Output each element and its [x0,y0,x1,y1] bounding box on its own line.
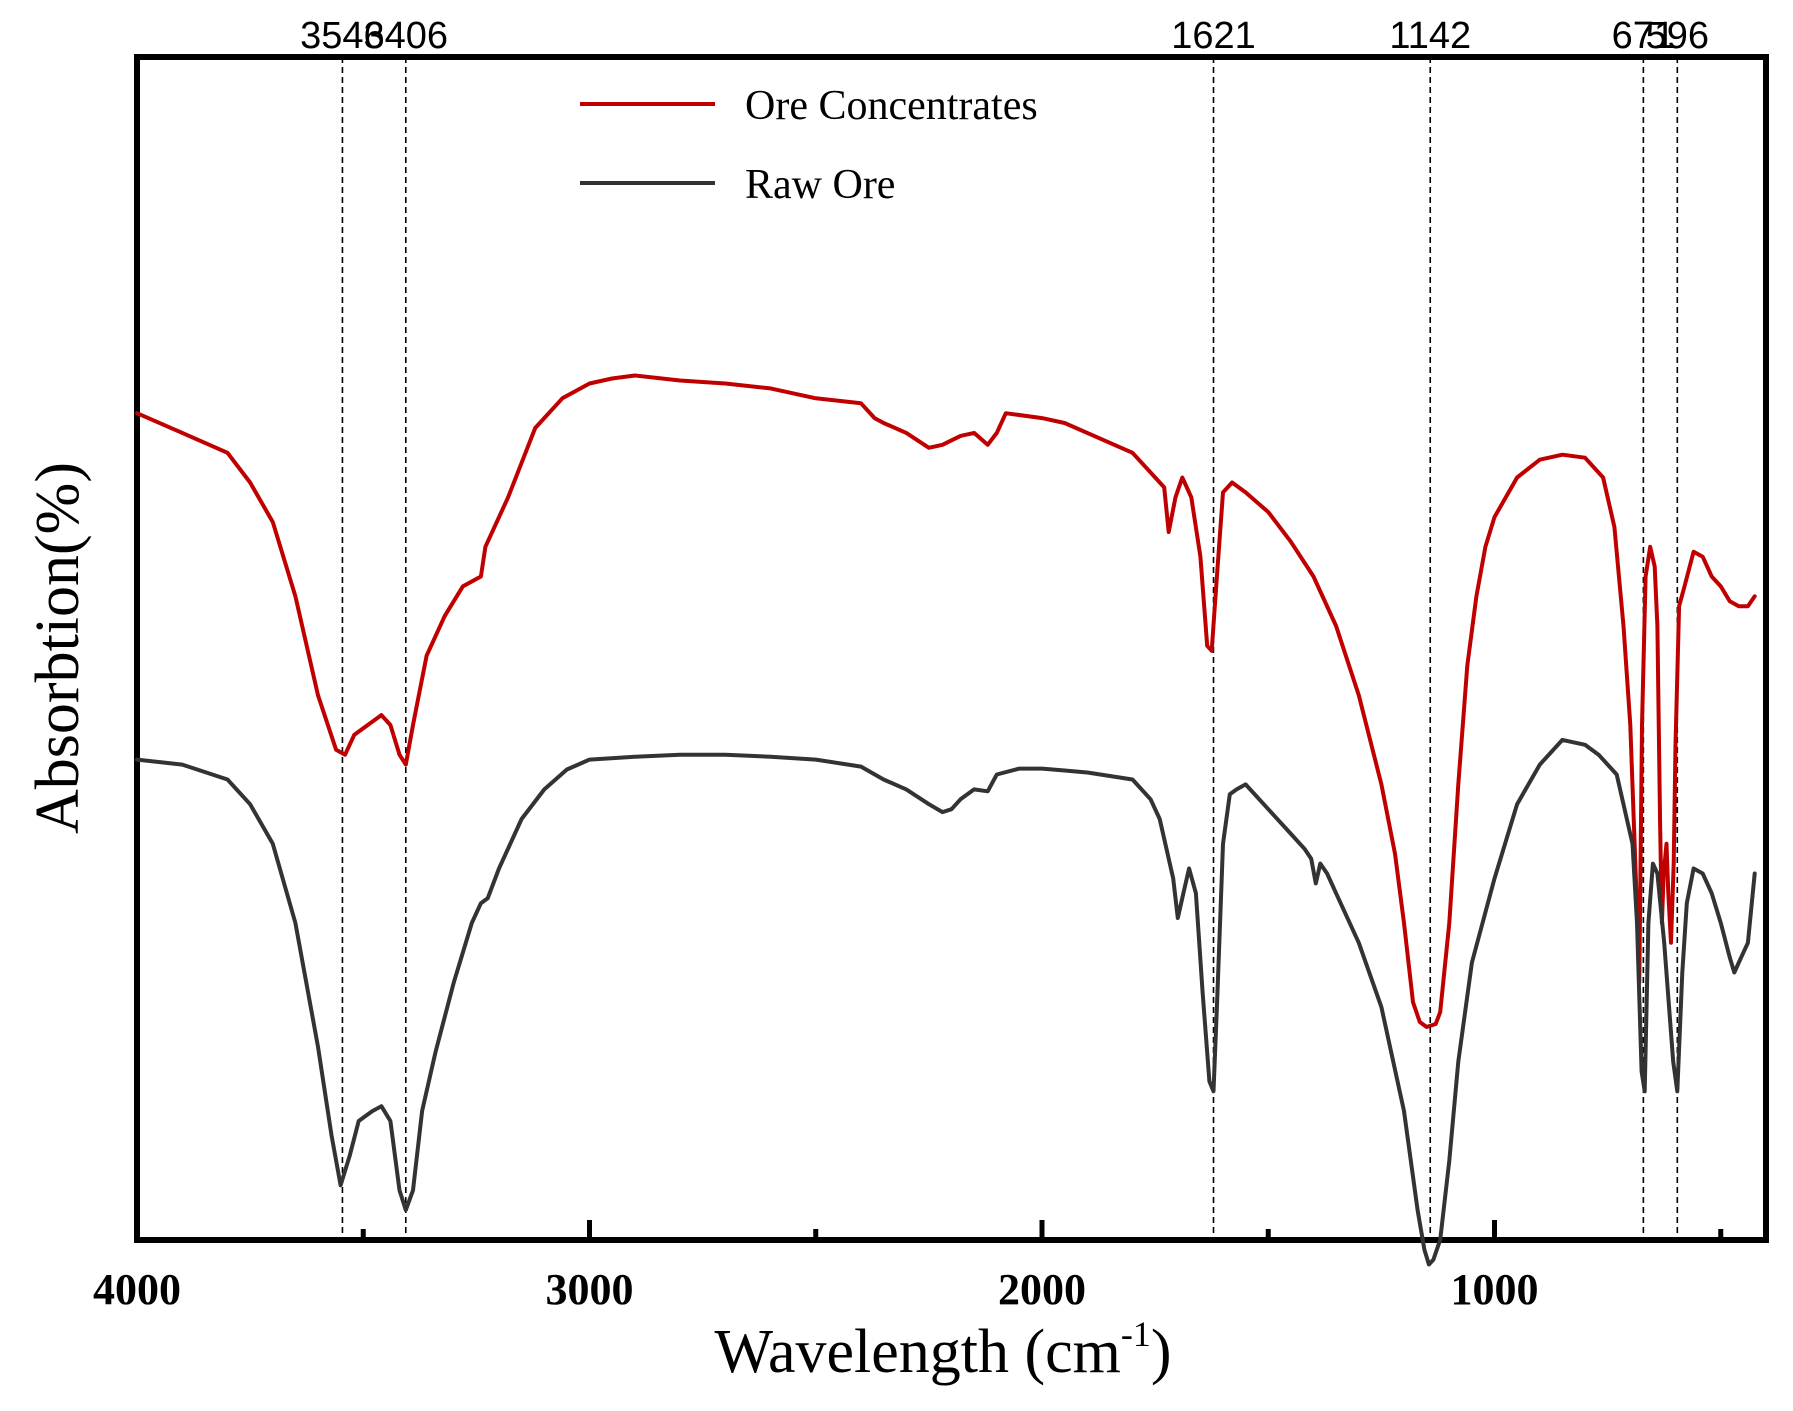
series-group [135,373,1757,1267]
peak-label-1142: 1142 [1389,15,1471,57]
x-axis-title-suffix: ) [1151,1318,1172,1386]
x-tick-label-1000: 1000 [1451,1265,1539,1314]
legend-label-raw-ore: Raw Ore [745,162,895,208]
plot-frame [134,54,1769,1243]
peak-label-1621: 1621 [1171,15,1256,57]
peak-label-671: 671 [1612,15,1675,57]
x-axis-ticks [134,1220,1724,1240]
legend: Ore Concentrates Raw Ore [580,83,1038,208]
legend-label-ore-concentrates: Ore Concentrates [745,83,1038,129]
series-line-ore-concentrates [135,373,1757,1029]
y-axis-title: Absorbtion(%) [24,462,92,834]
x-axis-title-main: Wavelength (cm [714,1318,1120,1386]
x-axis-title-superscript: -1 [1121,1314,1151,1354]
peak-label-3406: 3406 [364,15,449,57]
x-tick-label-4000: 4000 [93,1265,181,1314]
x-axis-title: Wavelength (cm-1) [714,1314,1171,1386]
peak-label-596: 596 [1646,15,1709,57]
x-tick-label-2000: 2000 [998,1265,1086,1314]
peak-marker-lines [341,57,1679,1240]
series-line-raw-ore [135,737,1757,1267]
peak-label-3546: 3546 [300,15,385,57]
x-tick-label-3000: 3000 [546,1265,634,1314]
x-axis-tick-labels: 4000 3000 2000 1000 [93,1265,1539,1314]
